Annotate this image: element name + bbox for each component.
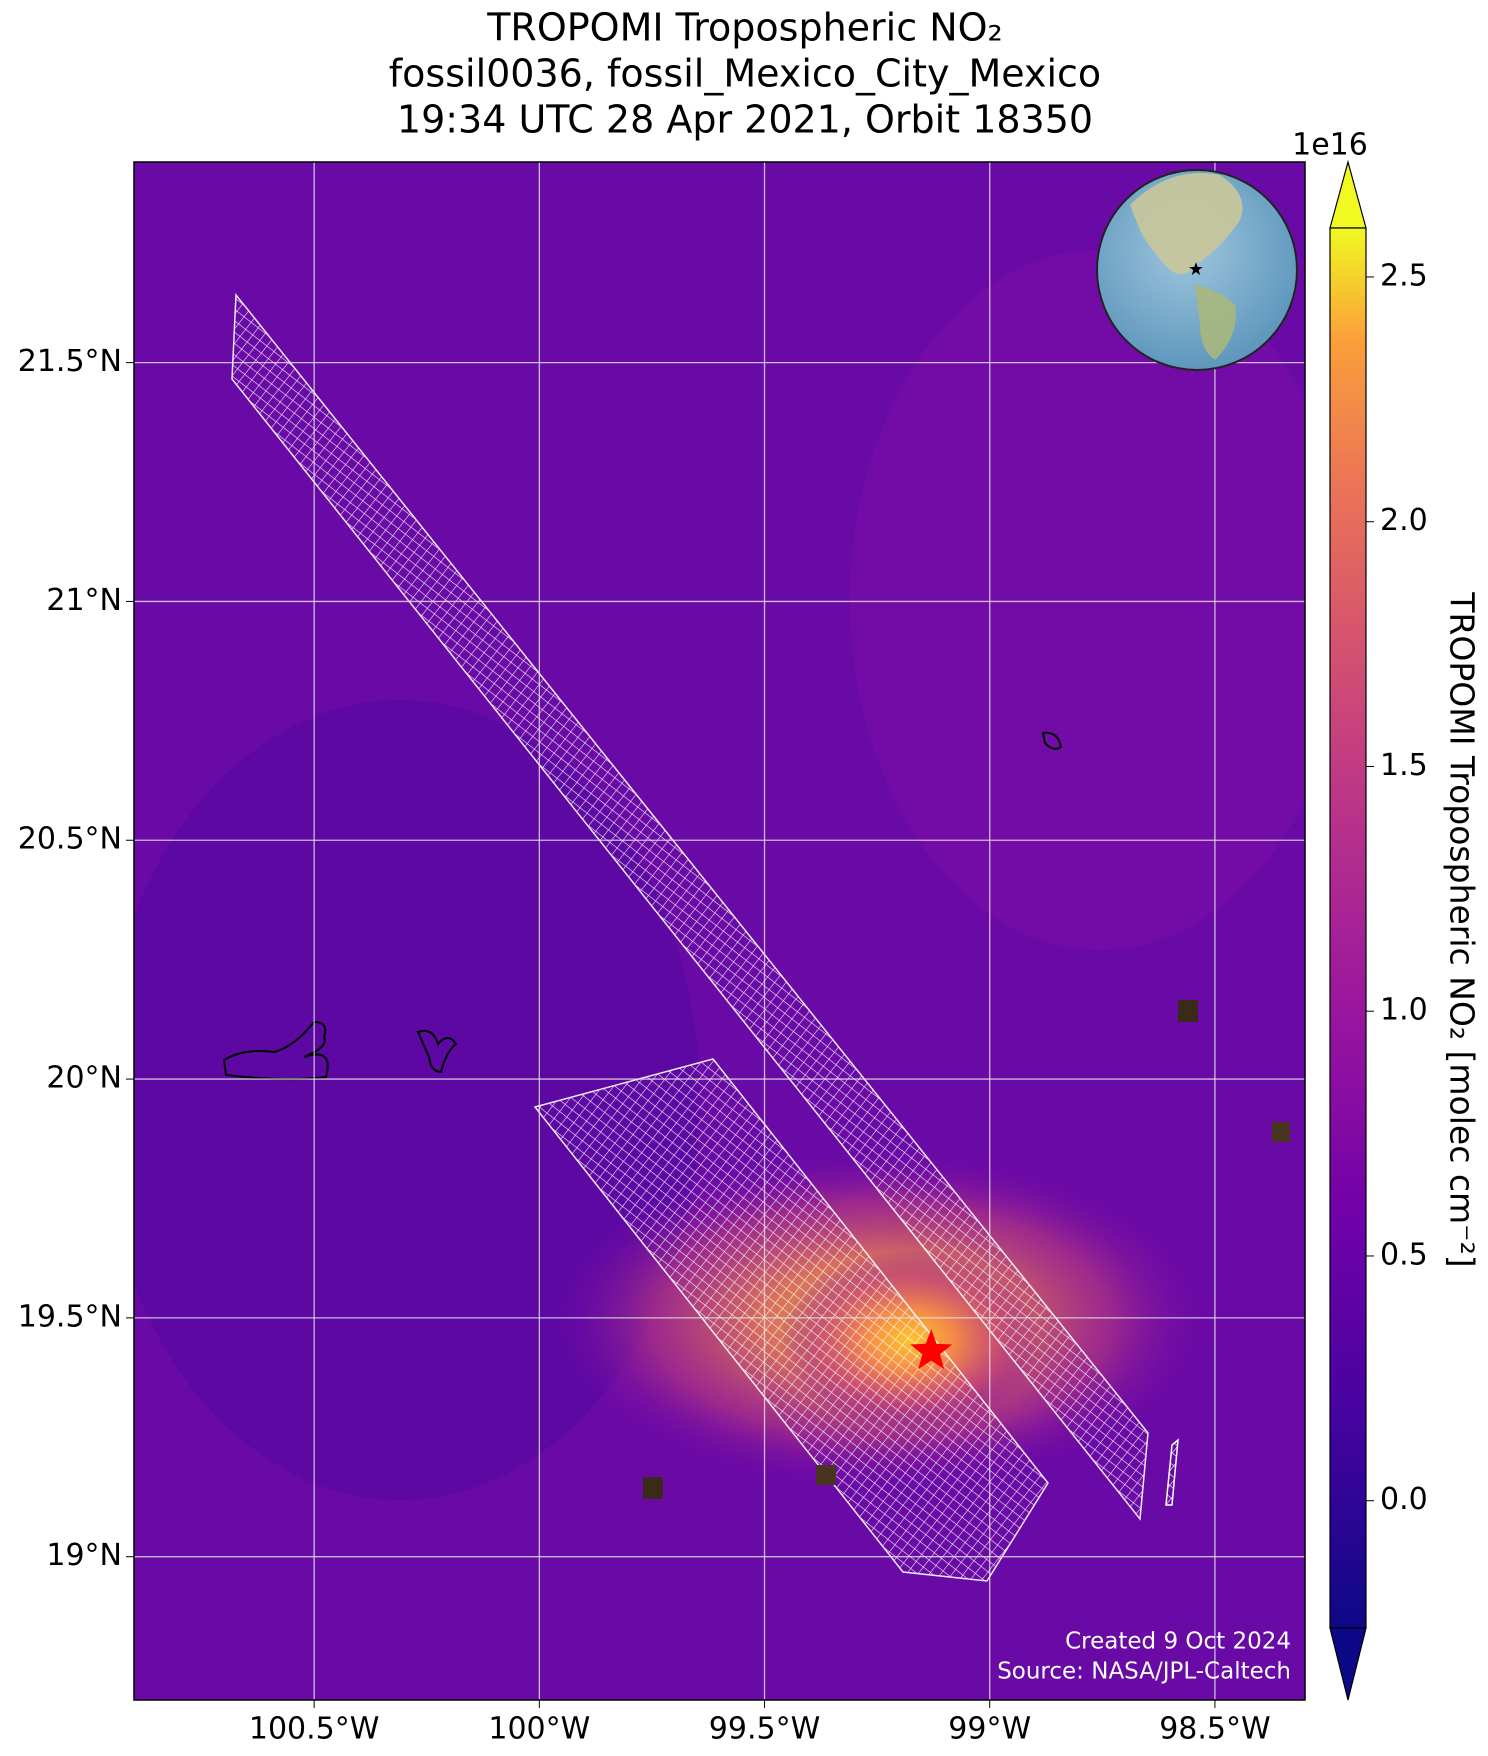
y-tick-label: 19.5°N [18, 1299, 122, 1334]
colorbar [1329, 159, 1367, 1701]
colorbar-tick-label: 2.0 [1380, 503, 1428, 538]
x-tick-label: 100.5°W [249, 1712, 380, 1747]
colorbar-multiplier: 1e16 [1292, 128, 1368, 163]
title-line: 19:34 UTC 28 Apr 2021, Orbit 18350 [397, 98, 1093, 142]
map-field [134, 162, 1305, 1700]
y-tick-label: 19°N [46, 1538, 122, 1573]
colorbar-tick-label: 0.0 [1380, 1482, 1428, 1517]
title-line: TROPOMI Tropospheric NO₂ [486, 6, 1003, 50]
site-marker [910, 1329, 953, 1370]
y-tick-label: 20°N [46, 1061, 122, 1096]
x-tick-label: 100°W [488, 1712, 590, 1747]
colorbar-tick-label: 1.0 [1380, 993, 1428, 1028]
x-tick-label: 99°W [948, 1712, 1031, 1747]
y-tick-label: 21°N [46, 583, 122, 618]
y-tick-label: 20.5°N [18, 822, 122, 857]
colorbar-tick-label: 0.5 [1380, 1237, 1428, 1272]
y-tick-label: 21.5°N [18, 344, 122, 379]
colorbar-tick-label: 1.5 [1380, 748, 1428, 783]
annotation: Created 9 Oct 2024 [1065, 1629, 1291, 1655]
colorbar-tick-label: 2.5 [1380, 258, 1428, 293]
title-line: fossil0036, fossil_Mexico_City_Mexico [389, 52, 1101, 96]
colorbar-label: TROPOMI Tropospheric NO₂ [molec cm⁻²] [1443, 591, 1482, 1267]
colorbar-ticks: 0.0 0.5 1.0 1.5 2.0 2.5 1e16 TROPOMI Tropospher… [1292, 128, 1481, 1518]
x-tick-label: 98.5°W [1159, 1712, 1270, 1747]
grid: 100.5°W 100°W 99.5°W 99°W 98.5°W 19°N 19.5°N 20… [18, 162, 1305, 1747]
inset-globe: ★ [1096, 169, 1298, 371]
map-frame [133, 161, 1306, 1701]
x-tick-label: 99.5°W [709, 1712, 820, 1747]
annotation: Source: NASA/JPL-Caltech [997, 1659, 1291, 1685]
marks: Created 9 Oct 2024 Source: NASA/JPL-Calte… [910, 1329, 1291, 1685]
svg-text:★: ★ [1188, 259, 1204, 280]
